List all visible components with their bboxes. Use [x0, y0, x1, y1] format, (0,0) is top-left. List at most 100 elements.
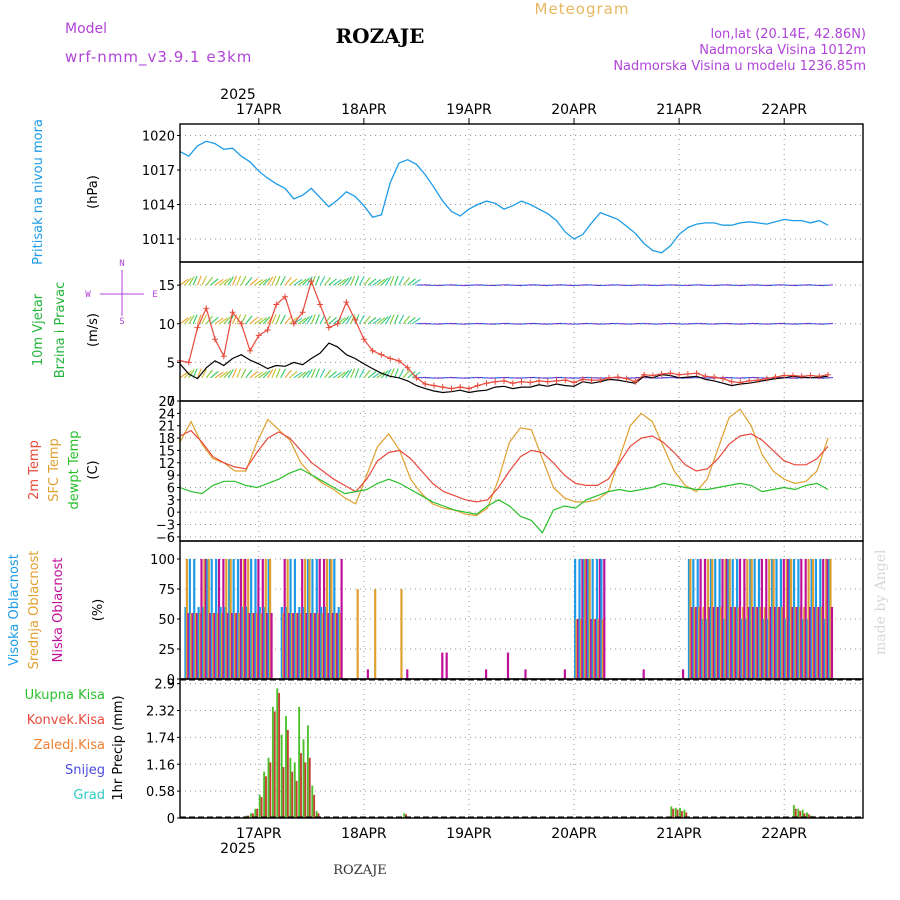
y-tick-label: 3: [167, 494, 175, 509]
wind-arrow: [315, 314, 320, 324]
wind-gust-marker: [430, 382, 437, 389]
wind-arrow: [315, 275, 320, 286]
wind-arrow: [394, 275, 399, 286]
y-tick-label: 1017: [142, 164, 175, 179]
cloud-bar: [524, 669, 527, 679]
precip-conv-bar: [807, 814, 810, 818]
wind-arrow: [398, 314, 405, 325]
cloud-bar: [336, 613, 339, 679]
wind-gust-marker: [632, 378, 639, 385]
cloud-bar: [267, 559, 270, 679]
cloud-bar: [725, 559, 728, 679]
cloud-bar: [806, 619, 809, 679]
cloud-bar: [216, 613, 219, 679]
wind-gust-marker: [816, 373, 823, 380]
wind-gust-marker: [308, 278, 315, 285]
cloud-bar: [200, 559, 203, 679]
cloud-bar: [222, 559, 225, 679]
precip-total-bar: [315, 811, 318, 818]
cloud-bar: [311, 559, 314, 679]
wind-gust-marker: [728, 378, 735, 385]
wind-arrow: [245, 315, 253, 325]
wind-gust-marker: [229, 309, 236, 316]
day-label-top: 19APR: [446, 102, 492, 118]
legend-hail: Grad: [73, 788, 105, 803]
wind-gust-marker: [273, 301, 280, 308]
wind-arrow: [385, 276, 392, 286]
cloud-bar: [766, 619, 769, 679]
wind-arrow: [407, 278, 416, 286]
cloud-bar: [784, 619, 787, 679]
cloud-bar: [682, 669, 685, 679]
cloud-bar: [592, 619, 596, 679]
cloud-bar: [752, 607, 755, 679]
y-tick-label: 0: [167, 395, 175, 410]
wind-arrow: [258, 317, 268, 325]
y-tick-label: 50: [158, 613, 175, 628]
cloud-bar: [738, 559, 742, 679]
pressure-line: [179, 140, 829, 254]
wind-arrow: [402, 369, 411, 379]
cloud-bar: [692, 559, 695, 679]
wind-arrow: [289, 370, 298, 379]
cloud-bar: [785, 559, 788, 679]
wind-arrow: [380, 316, 389, 325]
wind-gust-marker: [746, 377, 753, 384]
cloud-bar: [445, 652, 448, 679]
cloud-bar: [690, 607, 693, 679]
precip-conv-bar: [405, 814, 408, 818]
cloud-bar: [232, 559, 235, 679]
wind-gust-marker: [264, 326, 271, 333]
cloud-bar: [693, 607, 696, 679]
wind-gust-marker: [518, 378, 525, 385]
cloud-bar: [788, 559, 791, 679]
wind-arrow: [407, 371, 416, 379]
temp-ylabel-c: dewpt Temp: [67, 430, 82, 509]
legend-total-rain: Ukupna Kisa: [25, 688, 105, 703]
cloud-bar: [830, 607, 834, 679]
cloud-bar: [283, 559, 286, 679]
precip-conv-bar: [295, 780, 298, 818]
wind-arrow: [302, 277, 310, 286]
y-tick-label: 10: [158, 318, 175, 333]
y-tick-label: 12: [158, 457, 175, 472]
cloud-bar: [229, 559, 232, 679]
wind-arrow: [249, 316, 259, 325]
cloud-bar: [302, 607, 305, 679]
y-tick-label: 6: [167, 481, 175, 496]
cloud-bar: [797, 559, 800, 679]
cloud-bar: [730, 607, 733, 679]
wind-arrow: [223, 370, 232, 379]
cloud-bar: [304, 559, 307, 679]
cloud-bar: [708, 607, 711, 679]
precip-total-bar: [806, 812, 808, 818]
wind-arrow: [205, 369, 213, 379]
wind-arrow: [271, 368, 277, 379]
cloud-bar: [327, 613, 330, 679]
wind-arrow: [293, 279, 303, 286]
watermark: made by Angel: [873, 549, 889, 655]
temp-ylabel-d: (C): [86, 460, 101, 479]
cloud-bar: [791, 607, 794, 679]
cloud-bar: [595, 559, 599, 679]
year-bottom: 2025: [220, 841, 256, 857]
cloud-bar: [219, 607, 222, 679]
cloud-bar: [728, 559, 731, 679]
cloud-bar: [753, 559, 756, 679]
day-label-bottom: 19APR: [446, 826, 492, 842]
temp-ylabel-a: 2m Temp: [27, 440, 42, 500]
cloud-bar: [779, 559, 783, 679]
temp-ylabel-b: SFC Temp: [47, 438, 62, 502]
cloud-bar: [587, 559, 590, 679]
precip-conv-bar: [676, 809, 679, 818]
wind-arrow: [179, 317, 189, 325]
cloud-bar: [811, 559, 815, 679]
legend-snow: Snijeg: [65, 763, 105, 778]
wind-arrow: [236, 368, 242, 379]
wind-arrow: [219, 317, 228, 325]
y-tick-label: 15: [158, 279, 175, 294]
cloud-bar: [771, 559, 774, 679]
wind-arrow: [380, 277, 389, 286]
cloud-bar: [769, 607, 772, 679]
wind-arrow: [227, 369, 234, 379]
